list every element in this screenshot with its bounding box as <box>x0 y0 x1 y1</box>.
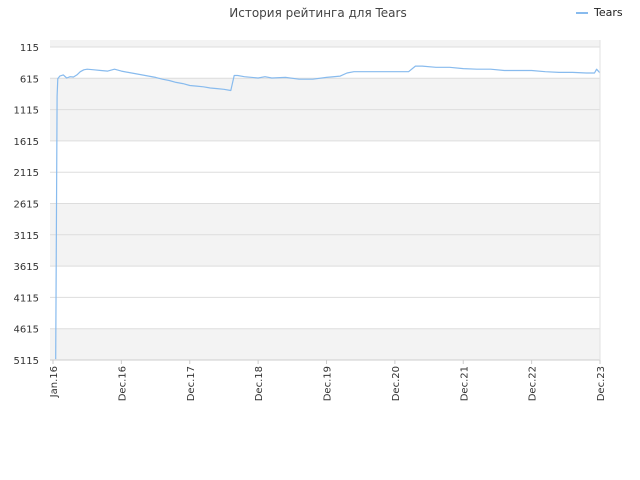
plot-band <box>50 172 600 204</box>
x-tick-label: Dec.23 <box>596 366 607 401</box>
x-tick-label: Dec.21 <box>459 366 470 401</box>
x-tick-label: Dec.19 <box>323 366 334 401</box>
y-tick-label: 2115 <box>14 168 39 179</box>
y-tick-label: 5115 <box>14 356 39 367</box>
plot-band <box>50 109 600 141</box>
x-tick-label: Dec.17 <box>186 366 197 401</box>
x-tick-label: Dec.20 <box>391 366 402 401</box>
legend[interactable]: Tears <box>576 6 623 19</box>
y-tick-label: 4615 <box>14 325 39 336</box>
plot-band <box>50 140 600 173</box>
x-tick-label: Jan.16 <box>49 366 60 398</box>
plot-band <box>50 47 600 79</box>
x-tick-label: Dec.18 <box>254 366 265 401</box>
x-tick-label: Dec.22 <box>528 366 539 401</box>
y-tick-label: 3115 <box>14 231 39 242</box>
y-axis-ticks: 115 615 1115 1615 2115 2615 3115 3615 4115 4615 51… <box>14 43 39 367</box>
y-tick-label: 115 <box>20 43 39 54</box>
plot-band <box>50 78 600 110</box>
x-axis-ticks: Jan.16 Dec.16 Dec.17 Dec.18 Dec.19 Dec.20 Dec.… <box>49 360 607 401</box>
series-line-tears <box>55 65 601 360</box>
x-tick-label: Dec.16 <box>117 366 128 401</box>
plot-band <box>50 234 600 267</box>
plot-band <box>50 266 600 298</box>
y-tick-label: 4115 <box>14 293 39 304</box>
y-tick-label: 615 <box>20 74 39 85</box>
plot-band <box>50 328 600 360</box>
legend-label-tears: Tears <box>593 6 623 19</box>
plot-band <box>50 40 600 47</box>
y-tick-label: 3615 <box>14 262 39 273</box>
chart-title: История рейтинга для Tears <box>229 6 406 20</box>
plot-background-bands <box>50 40 600 360</box>
y-tick-label: 1115 <box>14 106 39 117</box>
plot-band <box>50 297 600 329</box>
y-tick-label: 1615 <box>14 137 39 148</box>
plot-band <box>50 203 600 235</box>
y-tick-label: 2615 <box>14 200 39 211</box>
series-layer <box>55 65 601 360</box>
